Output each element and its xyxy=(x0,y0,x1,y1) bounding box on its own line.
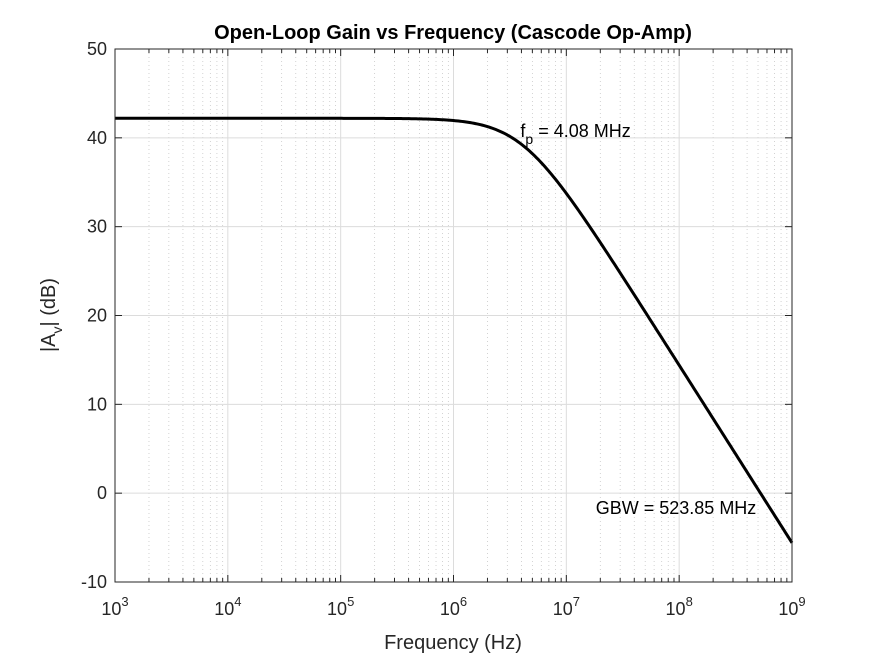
x-tick-base: 10 xyxy=(214,599,234,619)
x-tick-label: 106 xyxy=(440,594,467,619)
gain-curve xyxy=(115,116,794,544)
x-tick-label: 104 xyxy=(214,594,241,619)
y-axis-label-prefix: |A xyxy=(38,333,60,352)
x-tick-base: 10 xyxy=(778,599,798,619)
y-tick-label: -10 xyxy=(81,572,107,592)
x-tick-exponent: 6 xyxy=(460,594,467,609)
x-tick-exponent: 9 xyxy=(798,594,805,609)
tick-marks xyxy=(114,48,793,583)
x-tick-label: 105 xyxy=(327,594,354,619)
x-tick-base: 10 xyxy=(440,599,460,619)
x-tick-exponent: 7 xyxy=(573,594,580,609)
y-axis-label: |Av| (dB) xyxy=(38,278,65,352)
pole-label-subscript: p xyxy=(525,131,533,147)
series-layer xyxy=(115,116,794,544)
x-tick-label: 107 xyxy=(553,594,580,619)
annotations: fp = 4.08 MHz GBW = 523.85 MHz xyxy=(520,121,756,518)
y-tick-label: 30 xyxy=(87,217,107,237)
y-tick-label: 50 xyxy=(87,39,107,59)
x-tick-exponent: 3 xyxy=(121,594,128,609)
x-tick-base: 10 xyxy=(327,599,347,619)
x-tick-label: 109 xyxy=(778,594,805,619)
x-tick-base: 10 xyxy=(101,599,121,619)
x-tick-exponent: 5 xyxy=(347,594,354,609)
y-tick-label: 20 xyxy=(87,306,107,326)
pole-label-value: = 4.08 MHz xyxy=(533,121,631,141)
pole-label-symbol: f xyxy=(520,121,526,141)
y-tick-label: 0 xyxy=(97,483,107,503)
x-tick-label: 108 xyxy=(666,594,693,619)
gbw-label: GBW = 523.85 MHz xyxy=(596,498,757,518)
x-tick-exponent: 8 xyxy=(686,594,693,609)
y-axis-label-subscript: v xyxy=(49,327,65,334)
y-tick-labels: -10 0 10 20 30 40 50 xyxy=(81,39,107,592)
y-axis-label-suffix: | (dB) xyxy=(38,278,60,327)
x-tick-exponent: 4 xyxy=(234,594,241,609)
y-tick-label: 10 xyxy=(87,394,107,414)
x-tick-label: 103 xyxy=(101,594,128,619)
x-tick-base: 10 xyxy=(666,599,686,619)
chart-title: Open-Loop Gain vs Frequency (Cascode Op-… xyxy=(214,22,692,44)
x-axis-label: Frequency (Hz) xyxy=(384,632,522,654)
y-tick-label: 40 xyxy=(87,128,107,148)
x-tick-base: 10 xyxy=(553,599,573,619)
pole-frequency-label: fp = 4.08 MHz xyxy=(520,121,630,147)
x-tick-labels: 103 104 105 106 107 108 109 xyxy=(101,594,805,619)
